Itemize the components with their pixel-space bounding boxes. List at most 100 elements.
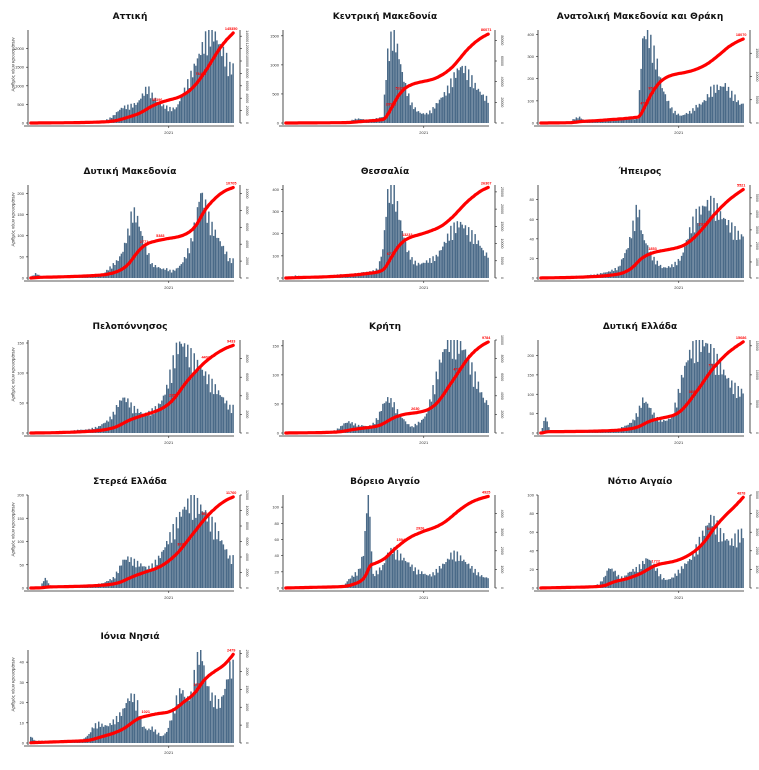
cumulative-label: 2358 (169, 393, 177, 397)
bar (686, 564, 687, 588)
bar (390, 185, 391, 278)
bar (613, 121, 614, 123)
bar (140, 231, 141, 278)
bar (231, 679, 232, 743)
bar (358, 569, 359, 588)
bar (681, 375, 682, 433)
bar (657, 59, 658, 123)
chart-svg: 0204060801002021010002000300040005000172… (510, 465, 759, 615)
cumulative-label: 4402 (201, 356, 209, 360)
bar (218, 238, 219, 278)
bar (668, 579, 669, 588)
bar (457, 552, 458, 588)
bar (211, 222, 212, 278)
bar (179, 688, 180, 743)
bar (163, 735, 164, 743)
bar (453, 340, 454, 433)
bar (458, 561, 459, 588)
bar (640, 230, 641, 278)
bar (150, 98, 151, 123)
bar (117, 407, 118, 433)
bar (639, 406, 640, 433)
cumulative-label: 18070 (736, 33, 747, 37)
x-tick-label: 2021 (419, 595, 429, 600)
y2-tick-label: 2000 (500, 410, 504, 418)
y2-tick-label: 2000 (245, 257, 249, 265)
bar (694, 363, 695, 433)
bar (119, 256, 120, 278)
bar (96, 729, 97, 743)
bar (406, 424, 407, 433)
y2-tick-label: 2500 (245, 650, 249, 658)
bar (692, 552, 693, 588)
y-tick-label: 30 (20, 680, 25, 685)
bar (211, 30, 212, 123)
cumulative-label: 145350 (225, 27, 238, 31)
bar (116, 260, 117, 278)
bar (481, 248, 482, 278)
bar (124, 560, 125, 588)
bar (172, 270, 173, 278)
bar (213, 707, 214, 743)
bar (166, 268, 167, 278)
y-tick-label: 40 (20, 660, 25, 665)
bar (665, 267, 666, 278)
bar (614, 571, 615, 588)
bar (155, 265, 156, 278)
bar (427, 576, 428, 588)
bar (468, 227, 469, 278)
bar (137, 216, 138, 278)
bar (440, 250, 441, 278)
bar (218, 531, 219, 588)
bar (402, 72, 403, 123)
bar (400, 554, 401, 588)
bar (122, 398, 123, 433)
y2-tick-label: 100000 (245, 55, 249, 67)
bar (166, 732, 167, 743)
bar (153, 569, 154, 588)
bar (445, 562, 446, 588)
y2-tick-label: 4000 (245, 553, 249, 561)
bar (134, 559, 135, 588)
bar (665, 580, 666, 588)
bar (200, 505, 201, 588)
bar (189, 513, 190, 588)
y-tick-label: 0 (277, 431, 280, 436)
bar (408, 424, 409, 433)
bar (223, 695, 224, 743)
y-tick-label: 0 (22, 121, 25, 126)
bar (671, 264, 672, 278)
bar (229, 405, 230, 433)
bar (645, 558, 646, 588)
bar (487, 258, 488, 278)
bar (424, 574, 425, 588)
bar (119, 566, 120, 588)
bar (127, 398, 128, 433)
bar (713, 85, 714, 123)
bar (699, 104, 700, 123)
bar (129, 562, 130, 588)
bar (142, 566, 143, 588)
bar (455, 78, 456, 123)
bar (143, 727, 144, 743)
bar (655, 70, 656, 123)
bar (715, 221, 716, 278)
bar (697, 362, 698, 433)
y-tick-label: 200 (17, 191, 24, 196)
y-tick-label: 100 (17, 233, 24, 238)
bar (647, 404, 648, 433)
bar (450, 226, 451, 278)
bar (174, 271, 175, 278)
bar (126, 560, 127, 588)
bar (137, 409, 138, 433)
y-tick-label: 0 (22, 276, 25, 281)
bar (176, 107, 177, 123)
bar (156, 734, 157, 743)
bar (648, 560, 649, 588)
bar (653, 257, 654, 278)
bar (731, 222, 732, 278)
bar (699, 206, 700, 278)
bar (455, 233, 456, 278)
